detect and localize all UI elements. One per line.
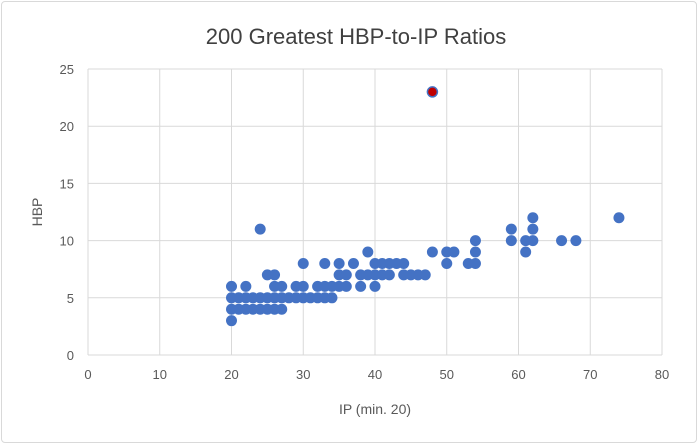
data-point <box>383 269 395 281</box>
x-tick-label: 30 <box>296 367 310 382</box>
data-point <box>340 269 352 281</box>
data-point <box>570 235 582 247</box>
data-point <box>319 257 331 269</box>
data-point <box>527 212 539 224</box>
data-point <box>527 223 539 235</box>
data-point <box>505 235 517 247</box>
data-point <box>347 257 359 269</box>
data-point <box>355 280 367 292</box>
data-point <box>254 223 266 235</box>
tick-labels: 0 10 20 30 40 50 60 70 80 0 5 10 15 20 25 <box>60 62 670 382</box>
y-tick-label: 5 <box>67 291 74 306</box>
data-point <box>333 257 345 269</box>
x-axis-label: IP (min. 20) <box>339 401 411 417</box>
data-point <box>520 246 532 258</box>
y-tick-label: 10 <box>60 234 74 249</box>
y-axis-label: HBP <box>29 198 45 227</box>
y-tick-label: 20 <box>60 119 74 134</box>
data-point <box>613 212 625 224</box>
gridlines <box>87 68 663 356</box>
data-point <box>469 257 481 269</box>
data-point <box>527 235 539 247</box>
data-point <box>340 280 352 292</box>
x-tick-label: 60 <box>511 367 525 382</box>
y-tick-label: 25 <box>60 62 74 77</box>
x-tick-label: 80 <box>655 367 669 382</box>
data-point <box>276 303 288 315</box>
data-point <box>469 246 481 258</box>
data-point <box>226 315 237 327</box>
data-point <box>398 257 410 269</box>
data-point <box>269 269 281 281</box>
data-point <box>226 280 237 292</box>
data-point <box>326 292 338 304</box>
y-tick-label: 0 <box>67 348 74 363</box>
data-point <box>441 257 453 269</box>
highlighted-data-point <box>426 86 439 98</box>
data-point <box>369 280 381 292</box>
x-tick-label: 20 <box>224 367 238 382</box>
data-points <box>226 86 625 327</box>
data-point <box>362 246 374 258</box>
x-tick-label: 0 <box>84 367 91 382</box>
x-tick-label: 70 <box>583 367 597 382</box>
data-point <box>448 246 460 258</box>
x-tick-label: 40 <box>368 367 382 382</box>
data-point <box>419 269 431 281</box>
chart-title: 200 Greatest HBP-to-IP Ratios <box>206 24 506 49</box>
x-tick-label: 50 <box>440 367 454 382</box>
data-point <box>469 235 481 247</box>
data-point <box>505 223 517 235</box>
data-point <box>426 246 438 258</box>
data-point <box>556 235 568 247</box>
data-point <box>297 257 309 269</box>
data-point <box>276 280 288 292</box>
x-tick-label: 10 <box>153 367 167 382</box>
data-point <box>297 280 309 292</box>
y-tick-label: 15 <box>60 176 74 191</box>
data-point <box>240 280 252 292</box>
